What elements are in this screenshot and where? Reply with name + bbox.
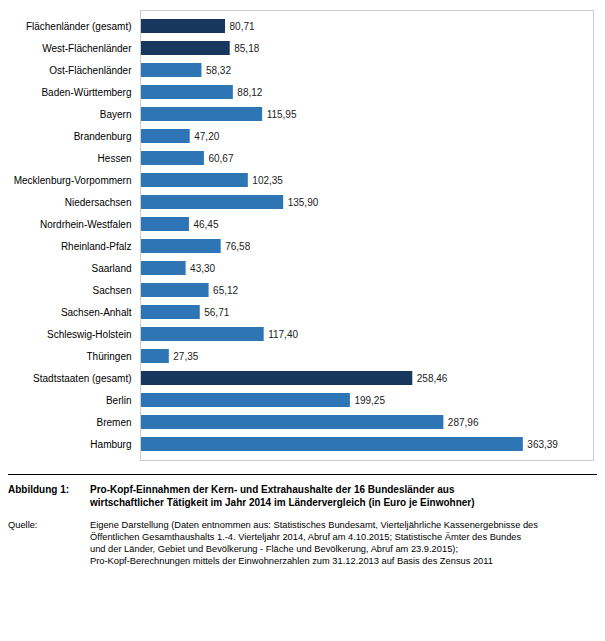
svg-text:Thüringen: Thüringen bbox=[86, 351, 131, 362]
svg-text:60,67: 60,67 bbox=[208, 153, 233, 164]
svg-text:80,71: 80,71 bbox=[230, 21, 255, 32]
svg-text:27,35: 27,35 bbox=[173, 351, 198, 362]
svg-text:West-Flächenländer: West-Flächenländer bbox=[42, 43, 132, 54]
svg-text:Saarland: Saarland bbox=[91, 263, 131, 274]
svg-text:Bremen: Bremen bbox=[96, 417, 131, 428]
svg-text:258,46: 258,46 bbox=[417, 373, 448, 384]
svg-text:88,12: 88,12 bbox=[237, 87, 262, 98]
svg-text:Baden-Württemberg: Baden-Württemberg bbox=[41, 87, 131, 98]
svg-text:56,71: 56,71 bbox=[204, 307, 229, 318]
svg-text:Hessen: Hessen bbox=[98, 153, 132, 164]
svg-text:Niedersachsen: Niedersachsen bbox=[65, 197, 132, 208]
svg-text:135,90: 135,90 bbox=[288, 197, 319, 208]
svg-text:199,25: 199,25 bbox=[354, 395, 385, 406]
svg-text:Ost-Flächenländer: Ost-Flächenländer bbox=[49, 65, 132, 76]
svg-text:85,18: 85,18 bbox=[234, 43, 259, 54]
svg-text:58,32: 58,32 bbox=[206, 65, 231, 76]
svg-text:Hamburg: Hamburg bbox=[90, 439, 131, 450]
svg-text:Bayern: Bayern bbox=[100, 109, 132, 120]
svg-text:Schleswig-Holstein: Schleswig-Holstein bbox=[47, 329, 131, 340]
html-text:Pro-Kopf-Einnahmen der Kern- u: Pro-Kopf-Einnahmen der Kern- und Extraha… bbox=[90, 484, 475, 508]
html-text:Quelle:: Quelle: bbox=[8, 520, 38, 530]
svg-text:115,95: 115,95 bbox=[267, 109, 297, 120]
svg-text:Sachsen-Anhalt: Sachsen-Anhalt bbox=[61, 307, 132, 318]
svg-text:Sachsen: Sachsen bbox=[93, 285, 132, 296]
html-text:Abbildung 1:: Abbildung 1: bbox=[8, 484, 70, 495]
svg-text:287,96: 287,96 bbox=[448, 417, 479, 428]
svg-text:117,40: 117,40 bbox=[268, 329, 298, 340]
svg-text:Nordrhein-Westfalen: Nordrhein-Westfalen bbox=[40, 219, 132, 230]
svg-text:46,45: 46,45 bbox=[193, 219, 218, 230]
svg-text:Brandenburg: Brandenburg bbox=[74, 131, 132, 142]
svg-text:Mecklenburg-Vorpommern: Mecklenburg-Vorpommern bbox=[14, 175, 132, 186]
svg-text:Rheinland-Pfalz: Rheinland-Pfalz bbox=[61, 241, 132, 252]
svg-text:Flächenländer (gesamt): Flächenländer (gesamt) bbox=[26, 21, 132, 32]
html-text:Eigene Darstellung (Daten entn: Eigene Darstellung (Daten entnommen aus:… bbox=[90, 520, 538, 567]
svg-text:363,39: 363,39 bbox=[527, 439, 558, 450]
svg-text:76,58: 76,58 bbox=[225, 241, 250, 252]
svg-text:65,12: 65,12 bbox=[213, 285, 238, 296]
svg-text:43,30: 43,30 bbox=[190, 263, 215, 274]
svg-text:47,20: 47,20 bbox=[194, 131, 219, 142]
svg-text:Stadtstaaten (gesamt): Stadtstaaten (gesamt) bbox=[33, 373, 131, 384]
svg-text:102,35: 102,35 bbox=[252, 175, 283, 186]
svg-text:Berlin: Berlin bbox=[106, 395, 132, 406]
